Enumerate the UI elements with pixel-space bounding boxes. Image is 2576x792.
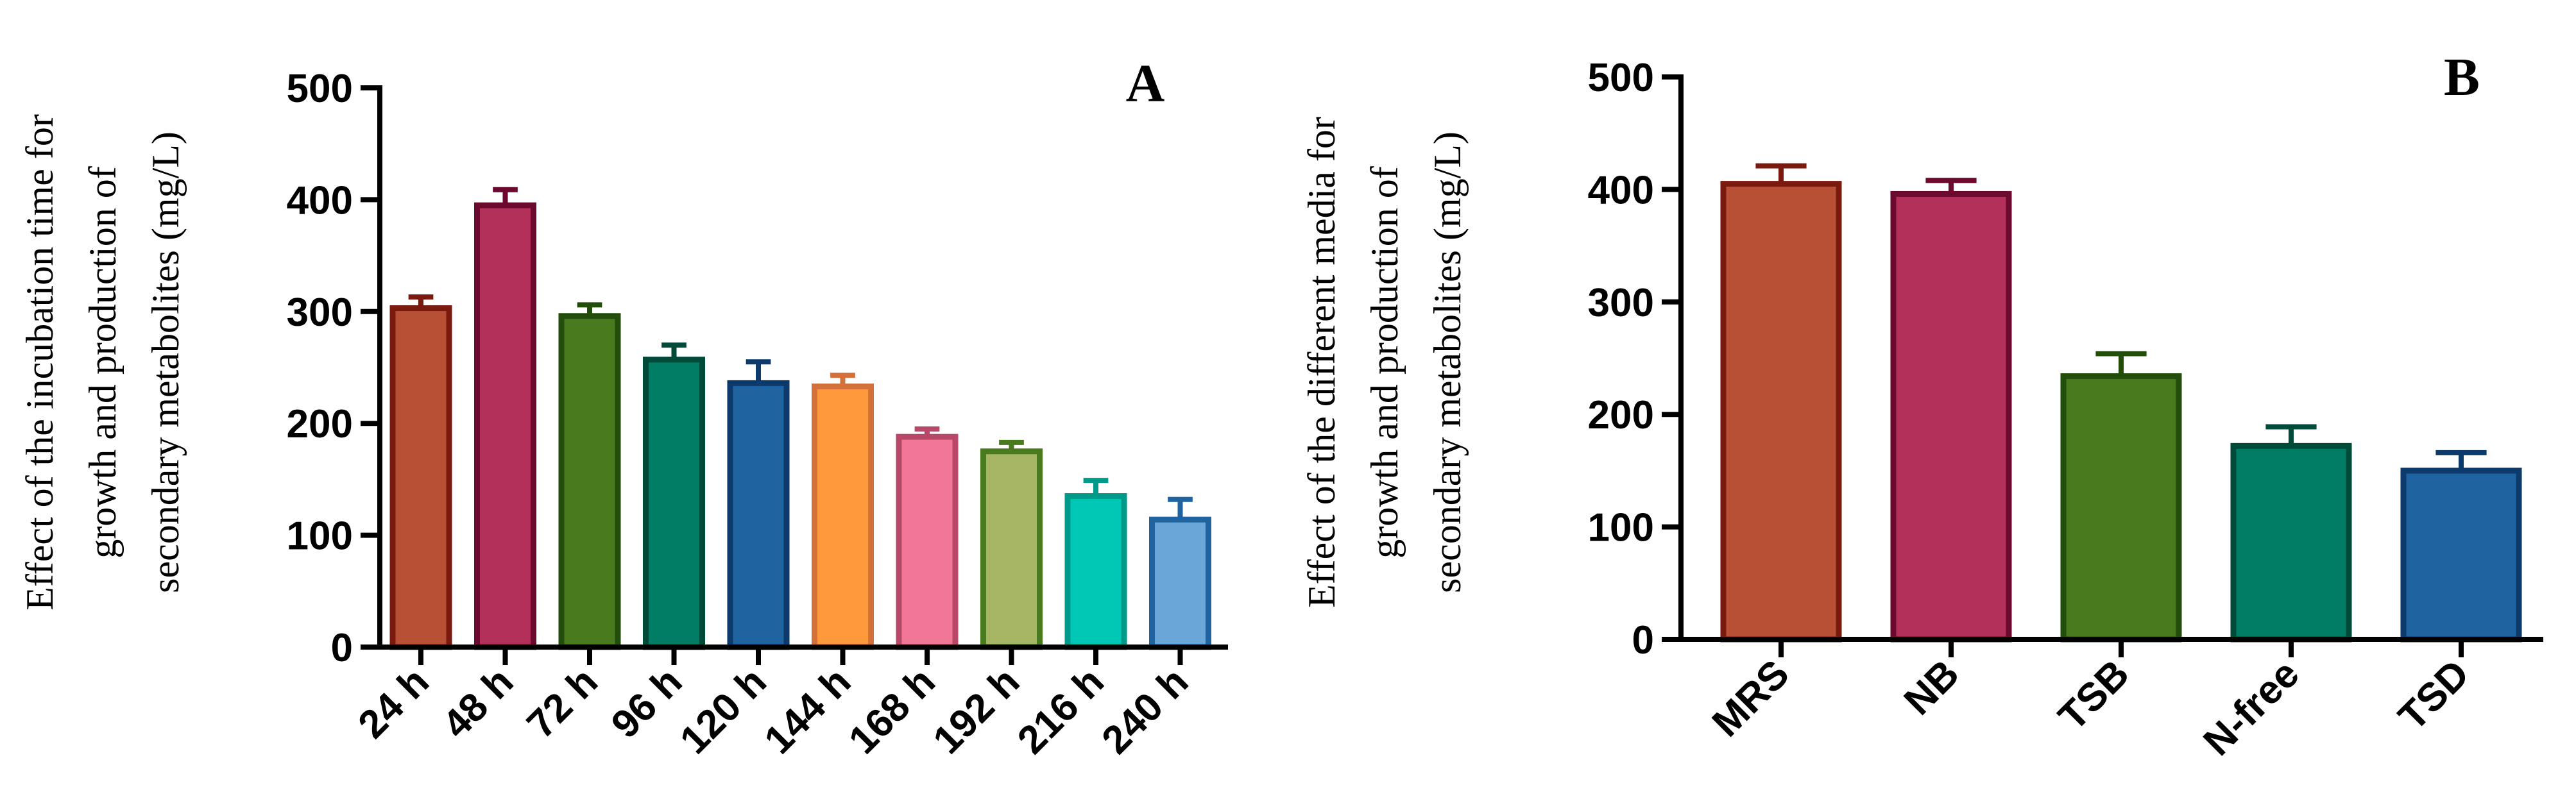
panel-b-xtick-label: TSB	[2050, 652, 2137, 739]
panel-a-bar	[812, 383, 874, 650]
panel-b-chart: Effect of the different media for growth…	[1301, 47, 2543, 764]
panel-b-xtick-label: NB	[1896, 652, 1968, 723]
panel-b-xtick-label: TSD	[2390, 652, 2477, 739]
panel-a-bar	[1149, 516, 1211, 650]
panel-a-bar	[474, 202, 536, 650]
panel-a-xtick-label: 48 h	[434, 659, 522, 747]
panel-a-xtick-label: 216 h	[1009, 659, 1113, 763]
panel-b-ylabel-line-3: secondary metabolites (mg/L)	[1426, 131, 1469, 593]
panel-a-bar	[643, 357, 705, 650]
panel-a-xtick-label: 120 h	[672, 659, 775, 763]
panel-a-ytick-label: 500	[287, 67, 353, 111]
panel-b-ytick-label: 500	[1588, 56, 1654, 100]
panel-a-ylabel-line-3: secondary metabolites (mg/L)	[144, 131, 187, 593]
panel-b-bar	[1720, 181, 1842, 643]
panel-b-ytick-label: 200	[1588, 393, 1654, 437]
panel-b-xtick-label: MRS	[1704, 652, 1798, 745]
panel-a-bar	[389, 305, 452, 650]
panel-a-ylabel-line-1: Effect of the incubation time for	[19, 114, 61, 611]
panel-a-bar	[980, 448, 1043, 650]
panel-b-bar	[2230, 442, 2352, 643]
panel-a-xtick-label: 144 h	[756, 659, 859, 763]
panel-b-bar	[1890, 190, 2012, 643]
panel-a-xtick-label: 72 h	[518, 659, 606, 747]
panel-a-xtick-label: 192 h	[925, 659, 1028, 763]
panel-a-ytick-label: 300	[287, 291, 353, 335]
panel-a-ylabel-line-2: growth and production of	[81, 166, 124, 559]
panel-a-ytick-label: 0	[331, 626, 353, 670]
panel-a-bar	[727, 380, 790, 650]
panel-a-bar	[896, 434, 959, 650]
panel-a-xtick-label: 24 h	[350, 659, 438, 747]
panel-b-bar	[2060, 373, 2182, 643]
panel-a-label: A	[1126, 54, 1165, 114]
panel-b-ytick-label: 100	[1588, 506, 1654, 550]
panel-a-xtick-label: 240 h	[1093, 659, 1197, 763]
panel-b-ytick-label: 400	[1588, 168, 1654, 212]
panel-b-ytick-label: 0	[1632, 618, 1654, 662]
panel-b-ylabel-line-2: growth and production of	[1363, 166, 1406, 559]
panel-a-ytick-label: 200	[287, 402, 353, 446]
panel-b-label: B	[2444, 47, 2480, 107]
panel-b-ytick-label: 300	[1588, 281, 1654, 325]
panel-a-ytick-label: 400	[287, 178, 353, 223]
panel-b-xtick-label: N-free	[2195, 652, 2307, 764]
panel-a-bar	[558, 313, 621, 650]
panel-a-ytick-label: 100	[287, 514, 353, 559]
panel-a-bar	[1064, 493, 1127, 650]
panel-a-xtick-label: 168 h	[840, 659, 944, 763]
panel-b-bar	[2400, 468, 2522, 643]
panel-b-ylabel-line-1: Effect of the different media for	[1301, 117, 1343, 608]
panel-b-plot-area: 0 100 200 300 400 500 MRS NB TSB N-free TSD	[1588, 56, 2543, 764]
panel-a-chart: Effect of the incubation time for growth…	[19, 54, 1228, 763]
